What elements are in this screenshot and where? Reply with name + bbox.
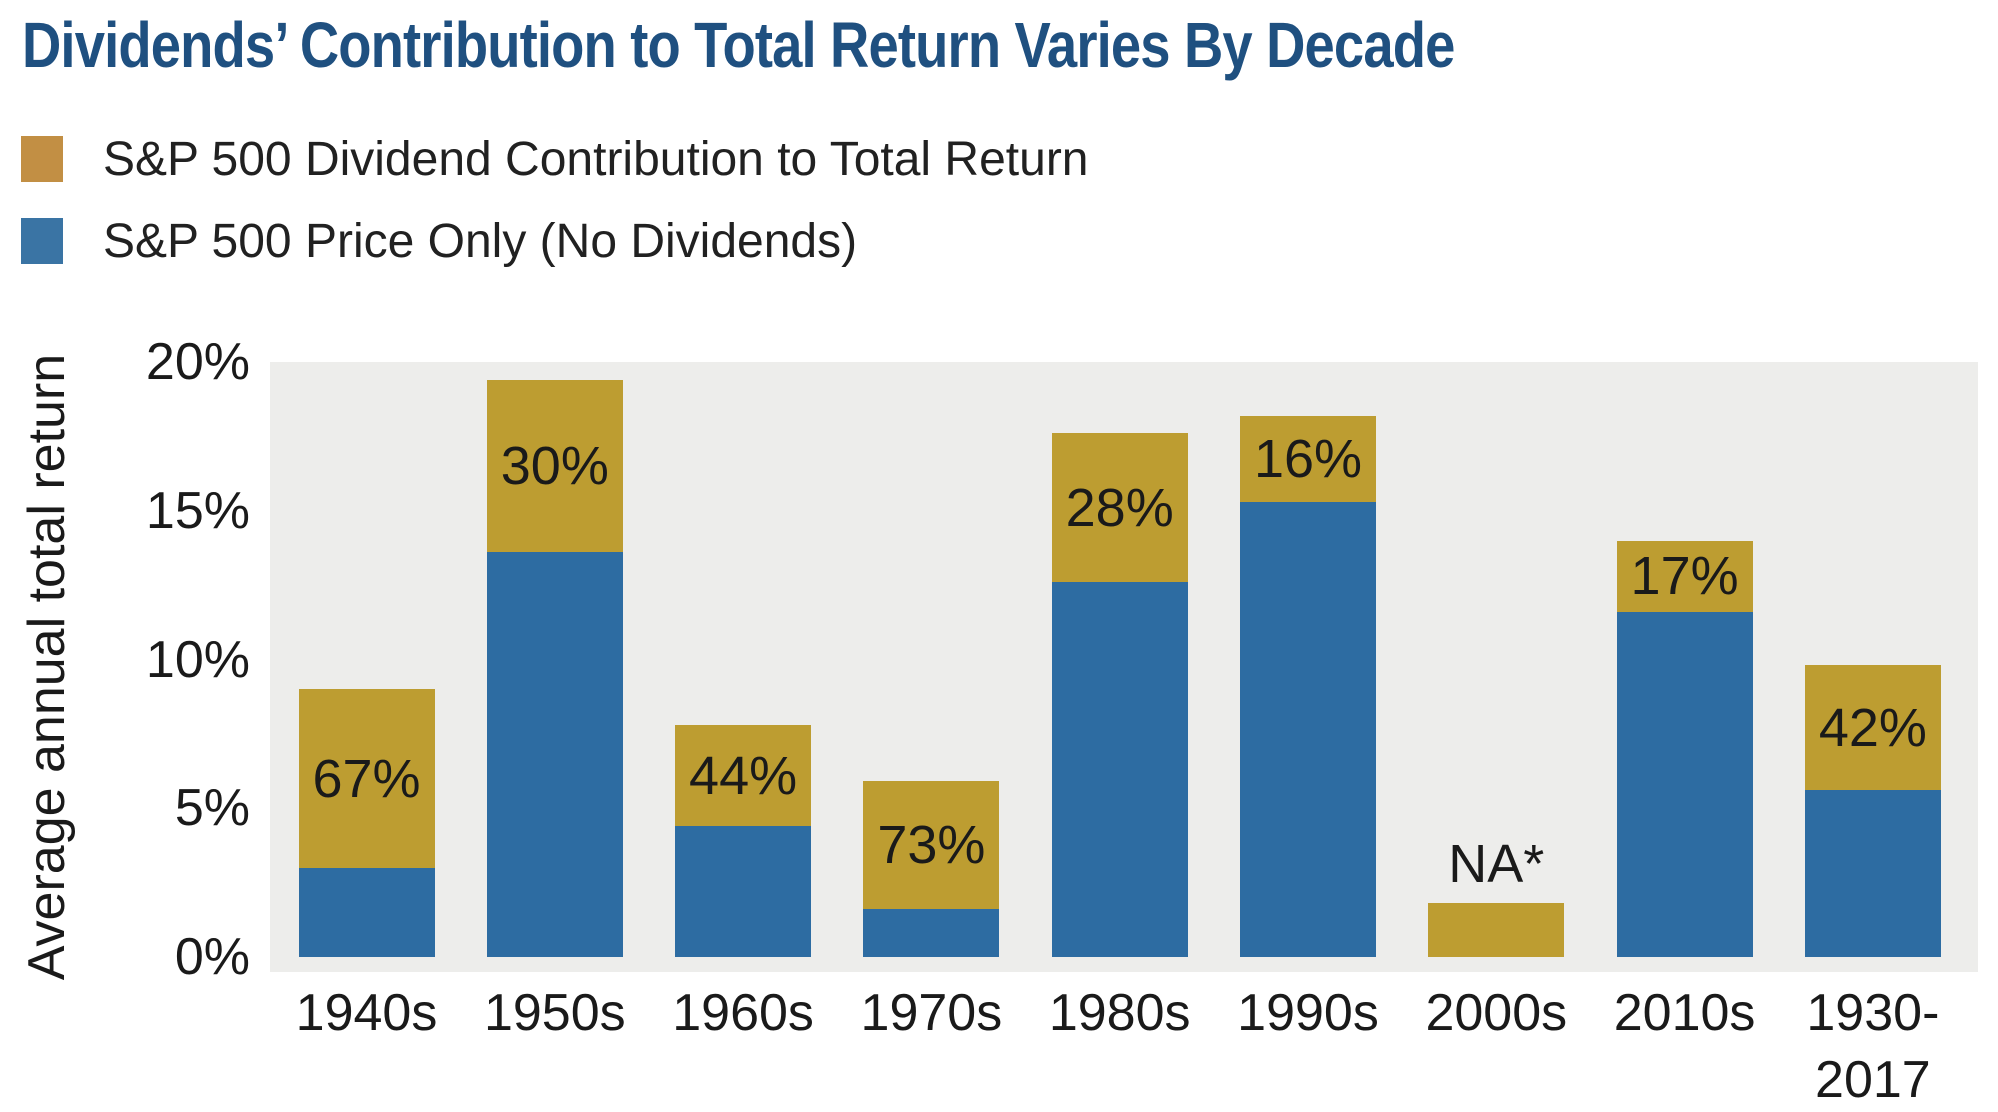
price-legend-swatch-icon xyxy=(21,218,63,264)
bar-segment-price-1970s xyxy=(863,909,1000,957)
bar-segment-dividend-1980s xyxy=(1051,433,1188,583)
bar-segment-dividend-1930- xyxy=(1804,665,1941,791)
bar-segment-dividend-1990s xyxy=(1240,415,1376,502)
chart-title: Dividends’ Contribution to Total Return … xyxy=(22,9,1455,81)
bar-segment-dividend-1940s xyxy=(298,689,435,868)
bar-segment-price-2010s xyxy=(1616,611,1753,957)
bar-segment-price-1990s xyxy=(1240,501,1376,957)
x-axis-label-1950s: 1950s xyxy=(483,984,626,1042)
bar-value-label-1960s: 44% xyxy=(689,745,798,806)
bar-segment-price-1930- xyxy=(1804,790,1941,957)
bar-segment-price-1980s xyxy=(1051,582,1188,957)
bar-value-label-1940s: 67% xyxy=(312,748,421,809)
bar-segment-price-1960s xyxy=(675,826,812,957)
y-axis-title: Average annual total return xyxy=(18,353,76,981)
bar-segment-dividend-1950s xyxy=(486,379,623,553)
x-axis-label-1940s: 1940s xyxy=(295,984,438,1042)
bar-segment-dividend-1960s xyxy=(675,724,812,827)
bar-value-label-1990s: 16% xyxy=(1253,428,1363,489)
bar-segment-dividend-2000s xyxy=(1428,903,1565,957)
x-axis-label-2010s: 2010s xyxy=(1613,984,1756,1042)
bar-segment-price-1950s xyxy=(486,552,623,957)
x-axis-label-1980s: 1980s xyxy=(1048,984,1191,1042)
y-axis-tick-15pct: 15% xyxy=(145,481,250,540)
y-axis-tick-0pct: 0% xyxy=(174,928,250,986)
y-axis-tick-10pct: 10% xyxy=(145,630,250,689)
legend-label-dividend: S&P 500 Dividend Contribution to Total R… xyxy=(103,132,1089,186)
bar-segment-dividend-2010s xyxy=(1616,540,1753,612)
legend-item-dividend: S&P 500 Dividend Contribution to Total R… xyxy=(21,132,1089,186)
y-axis-tick-5pct: 5% xyxy=(174,779,250,838)
bar-value-label-1970s: 73% xyxy=(877,815,986,876)
bar-value-label-2000s: NA* xyxy=(1448,834,1545,895)
y-axis-tick-20pct: 20% xyxy=(145,333,250,391)
bar-segment-price-1940s xyxy=(298,867,435,957)
dividend-legend-swatch-icon xyxy=(21,136,63,182)
bar-segment-dividend-1970s xyxy=(863,781,1000,910)
x-axis-label-2000s: 2000s xyxy=(1425,984,1568,1042)
legend-item-price: S&P 500 Price Only (No Dividends) xyxy=(21,214,857,268)
bar-value-label-1980s: 28% xyxy=(1065,477,1174,538)
x-axis-label-1990s: 1990s xyxy=(1237,984,1379,1042)
x-axis-label-1970s: 1970s xyxy=(860,984,1003,1042)
legend-label-price: S&P 500 Price Only (No Dividends) xyxy=(103,214,858,268)
bar-value-label-2010s: 17% xyxy=(1630,546,1739,607)
x-axis-label-1960s: 1960s xyxy=(672,984,814,1042)
bar-value-label-1950s: 30% xyxy=(500,436,609,497)
x-axis-label-1930-: 1930- 2017 xyxy=(1806,984,1940,1109)
bar-value-label-1930-: 42% xyxy=(1818,697,1927,758)
